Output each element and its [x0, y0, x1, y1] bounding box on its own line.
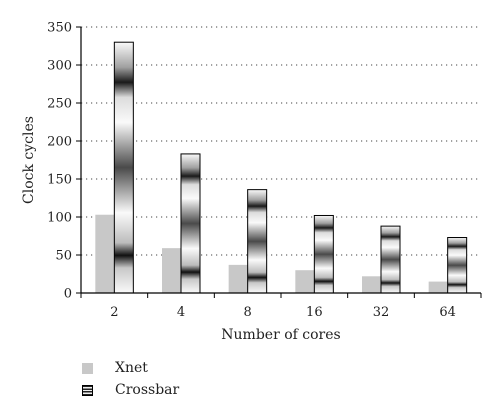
xnet-bar — [95, 214, 115, 293]
crossbar-bar — [180, 153, 201, 294]
xnet-bar — [162, 248, 181, 293]
x-tick-label: 8 — [244, 305, 252, 320]
crossbar-bar — [247, 189, 268, 294]
legend: Xnet Crossbar — [82, 357, 179, 401]
y-tick-label: 250 — [47, 97, 72, 112]
x-axis-label: Number of cores — [221, 327, 340, 343]
xnet-bar — [295, 270, 315, 293]
tick-labels: 0 50 100 150 200 250 300 350 2 4 8 16 32 64 — [47, 21, 456, 321]
gridlines — [81, 26, 481, 256]
crossbar-swatch — [82, 384, 93, 396]
xnet-bar — [362, 276, 381, 293]
x-tick-label: 4 — [177, 305, 185, 320]
y-tick-label: 300 — [47, 59, 72, 74]
crossbar-bar — [313, 214, 334, 294]
y-tick-label: 200 — [47, 135, 72, 150]
crossbar-bar — [447, 237, 468, 294]
x-tick-label: 16 — [306, 305, 323, 320]
x-tick-label: 64 — [439, 305, 456, 320]
y-tick-label: 50 — [55, 249, 72, 264]
legend-label-crossbar: Crossbar — [115, 382, 180, 398]
legend-label-xnet: Xnet — [115, 360, 148, 376]
legend-item-xnet: Xnet — [82, 357, 179, 379]
y-tick-label: 350 — [47, 21, 72, 36]
axes — [76, 26, 482, 298]
x-tick-label: 32 — [373, 305, 390, 320]
xnet-bar — [428, 281, 448, 293]
x-tick-label: 2 — [110, 305, 118, 320]
crossbar-bar — [113, 41, 134, 294]
y-tick-label: 100 — [47, 211, 72, 226]
xnet-swatch — [82, 362, 93, 374]
crossbar-bar — [380, 225, 401, 294]
bars — [95, 41, 468, 294]
legend-item-crossbar: Crossbar — [82, 379, 179, 401]
xnet-bar — [228, 264, 248, 293]
y-tick-label: 0 — [64, 287, 72, 302]
y-axis-label: Clock cycles — [21, 116, 37, 204]
y-tick-label: 150 — [47, 173, 72, 188]
bar-chart: 0 50 100 150 200 250 300 350 2 4 8 16 32 64 Clock cyc… — [21, 21, 482, 343]
